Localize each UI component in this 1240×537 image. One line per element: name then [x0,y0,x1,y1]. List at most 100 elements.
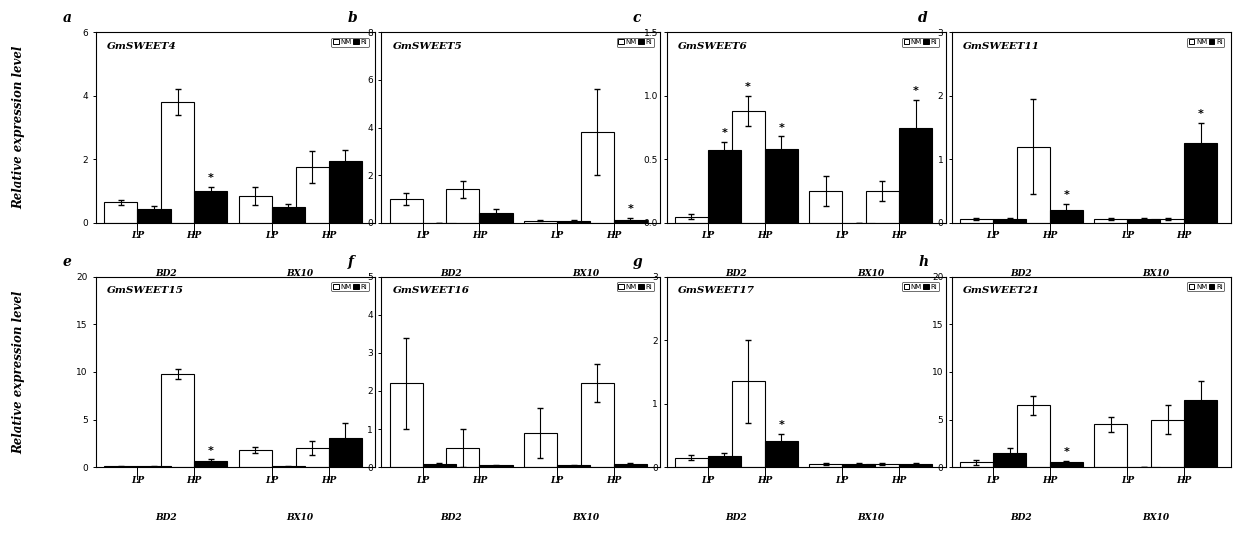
Text: BX10: BX10 [286,268,314,278]
Bar [808,191,842,223]
Bar [1094,424,1127,467]
Text: BD2: BD2 [155,513,176,522]
Bar [1050,210,1083,223]
Bar [138,466,171,467]
Bar [580,383,614,467]
Text: Relative expression level: Relative expression level [12,290,25,454]
Bar [238,450,272,467]
Text: BX10: BX10 [572,268,599,278]
Bar [1184,143,1218,223]
Bar [993,219,1025,223]
Text: *: * [1198,109,1204,119]
Legend: NM, Ri: NM, Ri [616,282,653,292]
Text: a: a [62,11,72,25]
Bar [732,111,765,223]
Bar [523,221,557,223]
Text: GmSWEET17: GmSWEET17 [677,286,755,295]
Bar [557,465,590,467]
Text: d: d [918,11,928,25]
Bar [104,466,138,467]
Bar [1050,462,1083,467]
Bar [272,466,305,467]
Text: GmSWEET11: GmSWEET11 [962,42,1040,51]
Text: BD2: BD2 [725,513,746,522]
Bar [675,458,708,467]
Bar [389,199,423,223]
Text: BX10: BX10 [572,513,599,522]
Text: BD2: BD2 [440,268,461,278]
Bar [523,433,557,467]
Text: GmSWEET16: GmSWEET16 [392,286,470,295]
Legend: NM, Ri: NM, Ri [1187,38,1224,47]
Bar [866,191,899,223]
Bar [580,132,614,223]
Bar [446,448,480,467]
Text: GmSWEET6: GmSWEET6 [677,42,748,51]
Bar [899,128,932,223]
Text: f: f [347,255,353,269]
Bar [295,448,329,467]
Text: BX10: BX10 [857,268,884,278]
Bar [295,167,329,223]
Text: Relative expression level: Relative expression level [12,46,25,209]
Text: BX10: BX10 [857,513,884,522]
Legend: NM, Ri: NM, Ri [331,282,368,292]
Bar [195,191,227,223]
Bar [272,207,305,223]
Bar [329,161,362,223]
Bar [765,440,797,467]
Text: g: g [632,255,642,269]
Text: c: c [632,11,641,25]
Bar [993,453,1025,467]
Text: BD2: BD2 [1011,513,1032,522]
Bar [708,150,742,223]
Text: h: h [918,255,929,269]
Legend: NM, Ri: NM, Ri [901,38,939,47]
Text: *: * [208,446,213,455]
Text: *: * [779,122,784,133]
Bar [195,461,227,467]
Text: *: * [627,204,634,214]
Bar [732,381,765,467]
Text: *: * [1064,447,1069,456]
Bar [389,383,423,467]
Bar [480,465,512,467]
Legend: NM, Ri: NM, Ri [331,38,368,47]
Bar [899,464,932,467]
Bar [866,464,899,467]
Bar [614,464,647,467]
Bar [238,196,272,223]
Bar [446,190,480,223]
Bar [329,438,362,467]
Text: e: e [62,255,72,269]
Bar [1151,419,1184,467]
Bar [480,213,512,223]
Text: GmSWEET5: GmSWEET5 [392,42,463,51]
Bar [765,149,797,223]
Text: GmSWEET21: GmSWEET21 [962,286,1040,295]
Text: BD2: BD2 [155,268,176,278]
Bar [1184,401,1218,467]
Bar [557,221,590,223]
Text: GmSWEET4: GmSWEET4 [107,42,177,51]
Bar [138,208,171,223]
Text: BX10: BX10 [286,513,314,522]
Text: BD2: BD2 [725,268,746,278]
Bar [104,202,138,223]
Text: *: * [779,420,784,430]
Text: BX10: BX10 [1142,513,1169,522]
Legend: NM, Ri: NM, Ri [901,282,939,292]
Text: BX10: BX10 [1142,268,1169,278]
Text: GmSWEET15: GmSWEET15 [107,286,185,295]
Bar [1127,219,1161,223]
Bar [708,456,742,467]
Text: b: b [347,11,357,25]
Bar [161,102,195,223]
Bar [842,464,875,467]
Legend: NM, Ri: NM, Ri [1187,282,1224,292]
Bar [808,464,842,467]
Text: *: * [722,128,728,137]
Text: BD2: BD2 [1011,268,1032,278]
Bar [423,464,456,467]
Text: *: * [1064,190,1069,200]
